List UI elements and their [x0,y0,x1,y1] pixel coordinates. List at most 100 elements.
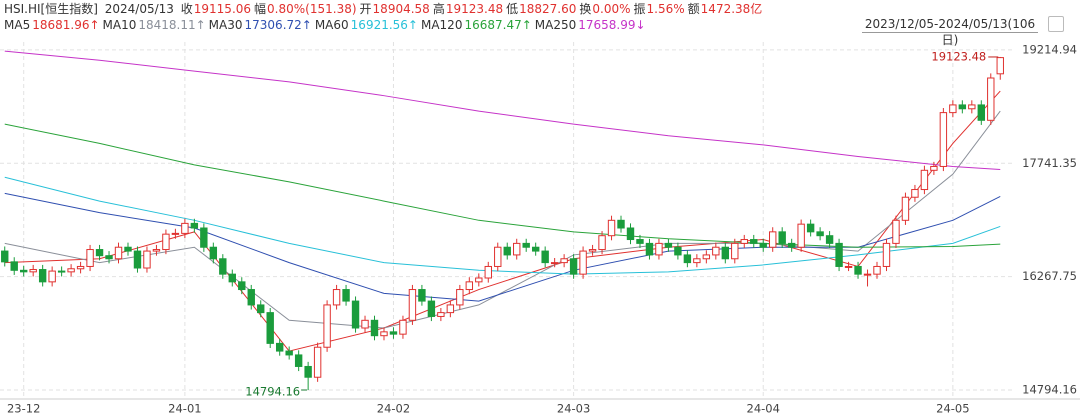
field-label: 收 [180,2,193,16]
legend-value: 18418.11↑ [138,18,206,32]
legend-value: 17306.72↑ [244,18,312,32]
candle-body [313,346,322,378]
candle-body [257,304,265,314]
legend-name: MA60 [314,18,349,32]
ma-line [4,176,1001,275]
candle-body [408,289,417,321]
field-value: 1.56% [646,2,685,16]
x-tick-label: 24-04 [747,402,780,416]
candle-body [987,77,995,121]
candle-body [105,255,113,260]
legend-name: MA10 [102,18,137,32]
candle-body [911,189,919,198]
candle-body [503,246,511,256]
y-tick-label: 17741.35 [1022,156,1077,170]
ma-line [4,110,1001,329]
candle-body [920,169,929,191]
legend-value: 16921.56↑ [350,18,418,32]
candle-body [181,222,189,234]
candle-body [939,112,948,167]
candle-body [114,246,123,260]
field-label: 换 [579,2,592,16]
candle-body [351,300,360,329]
candle-body [787,242,796,248]
candle-body [617,219,625,229]
candle-body [399,319,407,335]
legend-name: MA250 [534,18,577,32]
candle-body [769,231,777,248]
candle-body [579,250,587,275]
candle-body [550,262,559,265]
candle-body [76,265,85,270]
candle-body [10,261,18,271]
candle-body [20,269,28,273]
ma-line [4,123,1001,248]
candle-body [674,246,682,256]
field-label: 低 [506,2,519,16]
field-value: 0.00% [592,2,631,16]
candle-body [569,258,578,275]
quote-header: HSI.HI[恒生指数] 2024/05/13 收19115.06 幅0.80%(… [4,0,765,18]
low-annotation: 14794.16 [245,384,300,398]
candle-body [693,258,701,264]
candle-body [427,300,436,317]
legend-value: 17658.99↓ [578,18,646,32]
field-value: 19123.48 [445,2,504,16]
candle-body [228,273,236,283]
legend-value: 16687.47↑ [464,18,532,32]
candle-body [418,289,426,302]
candle-body [759,242,767,248]
candle-body [389,331,398,335]
candle-body [465,281,474,291]
candle-body [664,242,673,248]
candle-body [949,104,957,114]
candle-body [342,289,350,302]
candle-body [437,312,445,317]
candle-body [797,223,805,248]
candle-body [143,250,151,269]
candle-body [133,250,142,269]
candle-body [541,250,549,264]
candle-body [380,331,388,337]
candle-body [190,222,199,229]
candle-body [560,258,568,264]
candle-body [513,242,521,256]
candle-body [29,269,37,273]
candle-body [778,231,786,244]
candle-body [266,312,274,344]
x-tick-label: 24-01 [168,402,201,416]
candle-body [996,57,1004,75]
candle-body [863,273,872,276]
candle-body [219,258,227,275]
ma-line [4,192,1001,302]
field-label: 额 [687,2,700,16]
settings-icon[interactable] [1048,16,1064,32]
field-value: 18904.58 [372,2,430,16]
legend-name: MA120 [420,18,463,32]
x-tick-label: 24-05 [936,402,969,416]
candle-body [626,227,635,241]
candle-body [977,104,985,121]
symbol: HSI.HI[恒生指数] [4,2,98,16]
field-label: 开 [359,2,372,16]
candle-body [162,233,170,251]
candle-body [655,242,663,256]
candle-body [882,242,891,267]
candle-body [304,365,312,378]
candle-body [370,319,379,337]
candle-body [636,239,644,244]
candle-body [806,223,815,233]
candle-body [446,304,455,314]
y-tick-label: 19214.94 [1022,42,1077,56]
candle-body [702,254,711,260]
candle-body [494,246,502,267]
candle-body [48,270,56,283]
candle-body [67,268,75,273]
candle-body [683,254,692,264]
candle-body [332,289,341,306]
candle-body [95,249,104,257]
x-tick-label: 24-02 [377,402,410,416]
candle-body [209,246,218,260]
date-range[interactable]: 2023/12/05-2024/05/13(106日) [862,16,1038,47]
